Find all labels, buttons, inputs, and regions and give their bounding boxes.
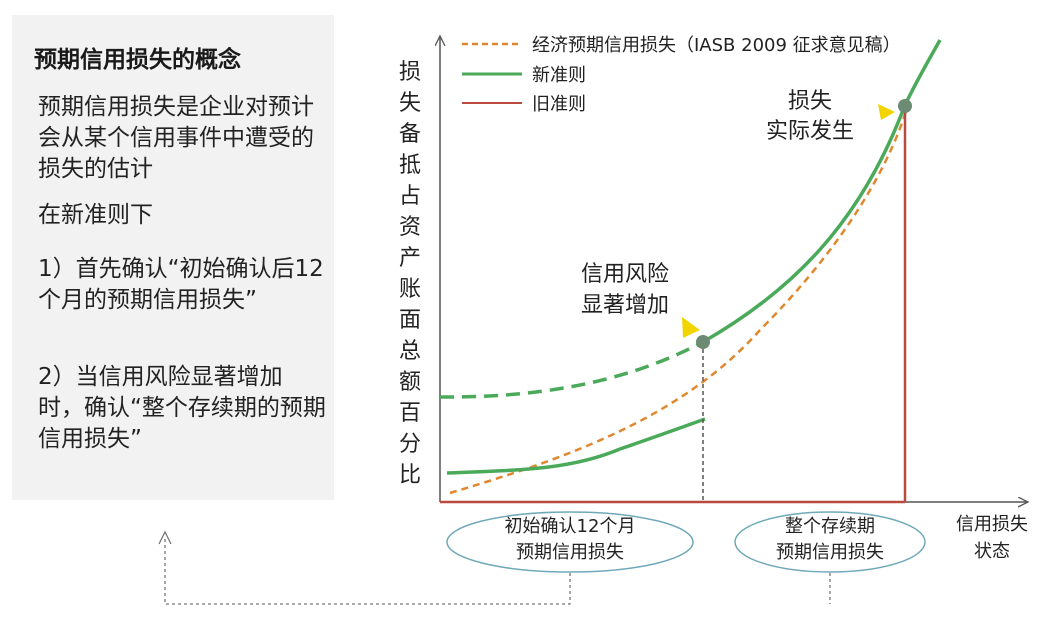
- new-rule-lifetime-curve: [702, 39, 942, 344]
- y-axis-label-char: 损: [399, 60, 421, 85]
- legend-economic-label: 经济预期信用损失（IASB 2009 征求意见稿）: [532, 35, 901, 56]
- y-axis-label-char: 失: [399, 91, 421, 116]
- panel-definition: 预期信用损失是企业对预计会从某个信用事件中遭受的损失的估计: [38, 94, 314, 182]
- y-axis-label-char: 占: [399, 184, 421, 209]
- risk-label-line1: 信用风险: [581, 262, 669, 287]
- loss-label-line1: 损失: [788, 89, 832, 114]
- x-axis-label-line2: 状态: [974, 541, 1010, 562]
- y-axis-label-char: 抵: [399, 153, 421, 178]
- y-axis-label-char: 产: [399, 246, 421, 271]
- panel-step-1: 1）首先确认“初始确认后12个月的预期信用损失”: [38, 256, 324, 313]
- new-rule-lifetime-dashed-curve: [439, 340, 704, 399]
- y-axis-label-char: 百: [399, 401, 421, 426]
- y-axis-label-char: 面: [399, 308, 421, 333]
- legend-new-rule-label: 新准则: [532, 65, 586, 86]
- legend: 经济预期信用损失（IASB 2009 征求意见稿） 新准则 旧准则: [462, 35, 901, 115]
- ellipse-left-line1: 初始确认12个月: [505, 516, 636, 537]
- loss-label-line2: 实际发生: [766, 119, 854, 144]
- connector-left: [164, 538, 571, 605]
- ellipse-right-line2: 预期信用损失: [776, 542, 884, 563]
- initial-12-month-ellipse: [446, 511, 694, 573]
- new-rule-12-month-curve: [446, 417, 706, 475]
- x-axis-label-line1: 信用损失: [956, 514, 1028, 535]
- risk-arrowhead: [682, 317, 700, 338]
- panel-title: 预期信用损失的概念: [34, 47, 241, 73]
- panel-new-rule-intro: 在新准则下: [38, 202, 153, 228]
- y-axis-label-char: 资: [399, 215, 421, 240]
- panel-step-2: 2）当信用风险显著增加时，确认“整个存续期的预期信用损失”: [38, 364, 326, 452]
- ellipse-left-line2: 预期信用损失: [516, 542, 624, 563]
- risk-label-line2: 显著增加: [581, 293, 669, 318]
- y-axis-label-char: 总: [399, 339, 421, 364]
- y-axis-label-char: 额: [399, 370, 421, 395]
- connector-arrow-icon: [158, 530, 172, 545]
- y-axis-label-char: 账: [399, 277, 421, 302]
- ellipse-right-line1: 整个存续期: [785, 516, 875, 537]
- legend-old-rule-label: 旧准则: [532, 94, 586, 115]
- y-axis-label-char: 备: [399, 122, 421, 147]
- economic-ecl-curve: [449, 107, 909, 495]
- risk-increase-marker: [696, 335, 710, 349]
- loss-arrowhead: [878, 104, 895, 120]
- concept-panel: [12, 15, 334, 500]
- y-axis-label-char: 分: [399, 432, 421, 457]
- loss-incurred-marker: [898, 99, 912, 113]
- y-axis-label-char: 比: [399, 463, 421, 488]
- lifetime-ellipse: [734, 511, 926, 573]
